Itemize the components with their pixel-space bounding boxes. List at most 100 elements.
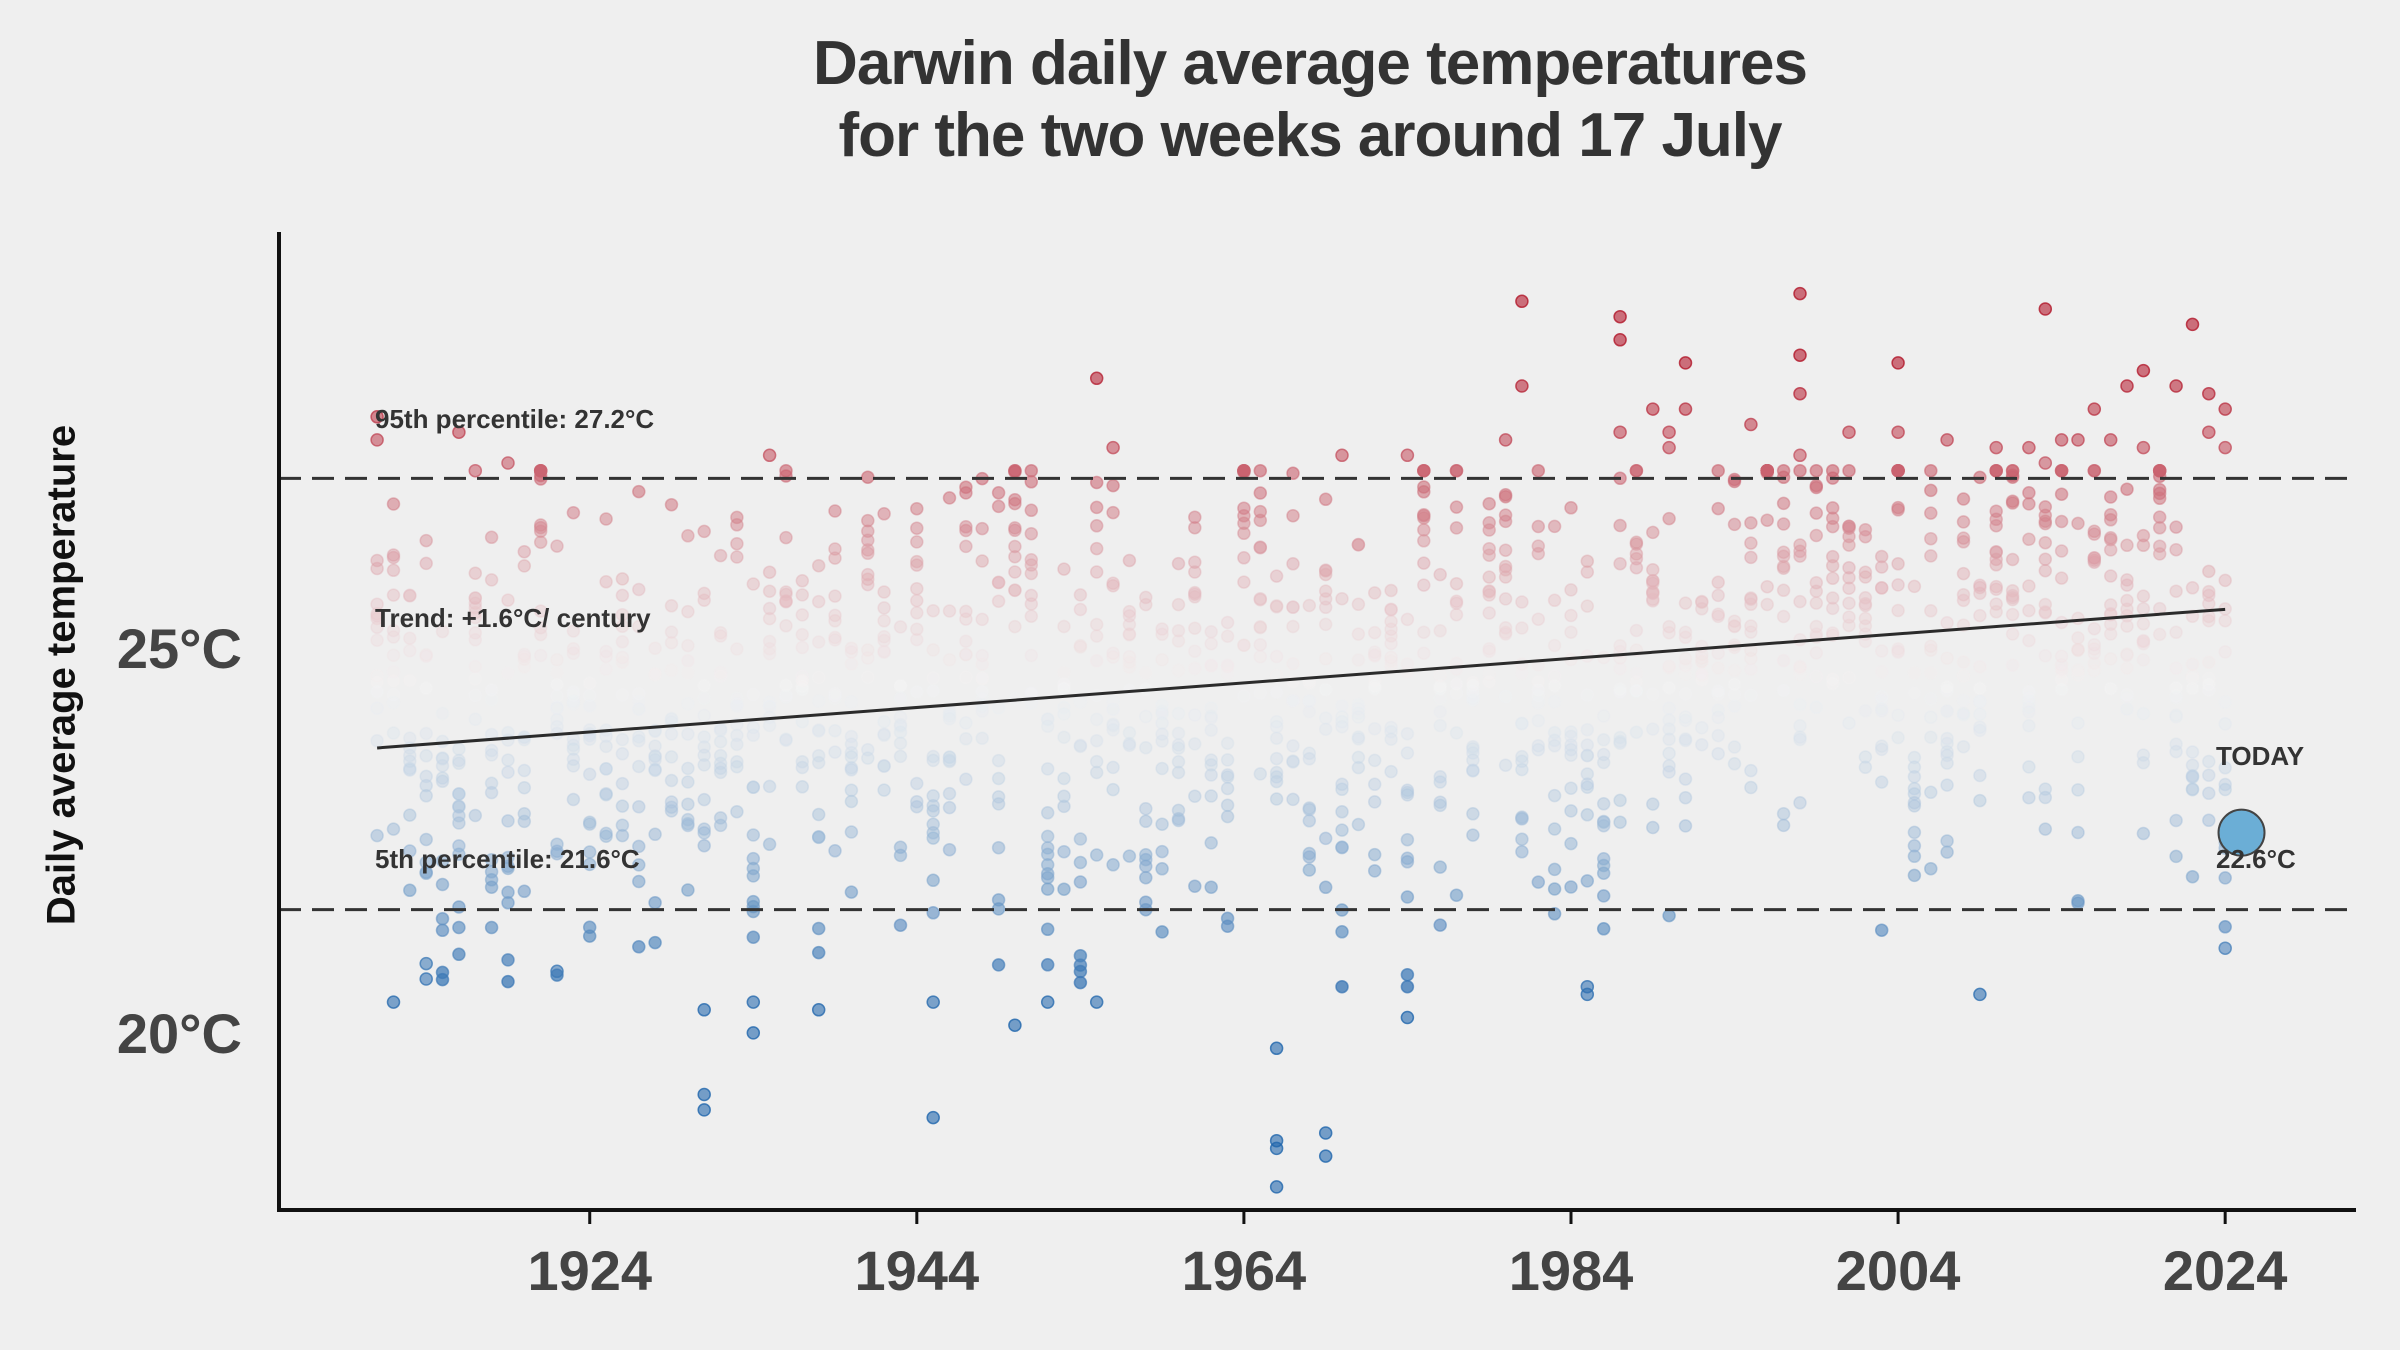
x-tick-label: 2024 [2163,1239,2288,1302]
today-value-label: 22.6°C [2216,844,2296,874]
data-point [1956,593,1971,608]
data-point [1269,774,1284,789]
data-point [811,558,826,573]
data-point [2202,564,2216,579]
data-point [991,499,1006,514]
data-point [1008,521,1022,535]
data-point [1482,541,1496,556]
data-point [533,648,548,663]
extreme-data-point [419,956,433,971]
data-point [1989,463,2003,478]
data-point [1367,673,1382,688]
data-point [2038,552,2053,566]
data-point [1596,709,1611,723]
data-point [1956,531,1971,545]
data-point [1057,799,1071,814]
data-point [762,695,777,710]
data-point [1073,832,1088,846]
data-point [1057,730,1071,744]
data-point [1286,694,1300,708]
data-point [926,749,940,764]
data-point [828,630,842,645]
data-point [582,929,597,943]
data-point [681,883,695,897]
data-point [1253,540,1268,555]
data-point [697,748,711,763]
data-point [926,831,940,845]
x-tick-label: 1964 [1182,1239,1307,1302]
data-point [1776,549,1791,564]
data-point [2005,658,2020,672]
data-point [1842,581,1856,595]
data-point [926,753,940,768]
data-point [1646,797,1660,811]
data-point [2136,634,2151,648]
data-point [403,643,417,658]
data-point [370,828,384,843]
data-point [1809,575,1824,590]
data-point [599,644,613,659]
data-point [1384,636,1398,651]
data-point [681,529,695,543]
data-point [910,558,924,572]
data-point [1711,710,1725,725]
annotations: 95th percentile: 27.2°C 5th percentile: … [375,404,2304,874]
data-point [1057,700,1071,715]
data-point [1874,775,1889,789]
data-point [2169,709,2183,724]
data-point [370,607,384,621]
data-point [1482,644,1496,658]
data-point [468,688,483,703]
data-point [1040,829,1055,844]
data-point [1089,565,1104,579]
data-point [1384,614,1398,629]
data-point [2202,677,2216,692]
data-point [1139,740,1153,755]
data-point [2202,613,2216,628]
data-point [501,814,515,828]
data-point [1515,621,1529,635]
data-point [1564,804,1578,818]
data-point [1089,654,1104,668]
data-point [1466,684,1480,699]
data-point [1547,733,1562,748]
data-point [1973,659,1987,674]
data-point [1466,828,1480,842]
data-point [370,553,384,568]
data-point [1907,579,1922,594]
data-point [844,885,859,899]
data-point [1629,547,1644,561]
data-point [1924,692,1938,706]
data-point [484,880,499,894]
data-point [1024,648,1039,663]
data-point [615,799,630,813]
data-point [1466,693,1480,707]
data-point [1400,785,1415,800]
data-point [1351,701,1366,716]
data-point [730,728,744,743]
data-point [664,663,679,678]
data-point [648,753,662,767]
data-point [1106,723,1120,737]
data-point [681,775,695,789]
data-point [697,524,711,539]
data-point [1089,754,1104,769]
extreme-data-point [2169,379,2183,393]
data-point [779,688,793,702]
data-point [2136,706,2151,721]
data-point [779,690,793,704]
data-point [762,584,777,598]
data-point [582,815,597,829]
data-point [1155,727,1169,741]
data-point [664,599,679,613]
data-point [370,633,384,647]
data-point [1073,640,1088,654]
data-point [991,840,1006,855]
data-point [779,732,793,746]
data-point [1417,463,1431,478]
data-point [2152,539,2167,553]
data-point [2103,543,2118,557]
data-point [1515,595,1529,609]
data-point [517,763,532,778]
data-point [1106,694,1120,708]
